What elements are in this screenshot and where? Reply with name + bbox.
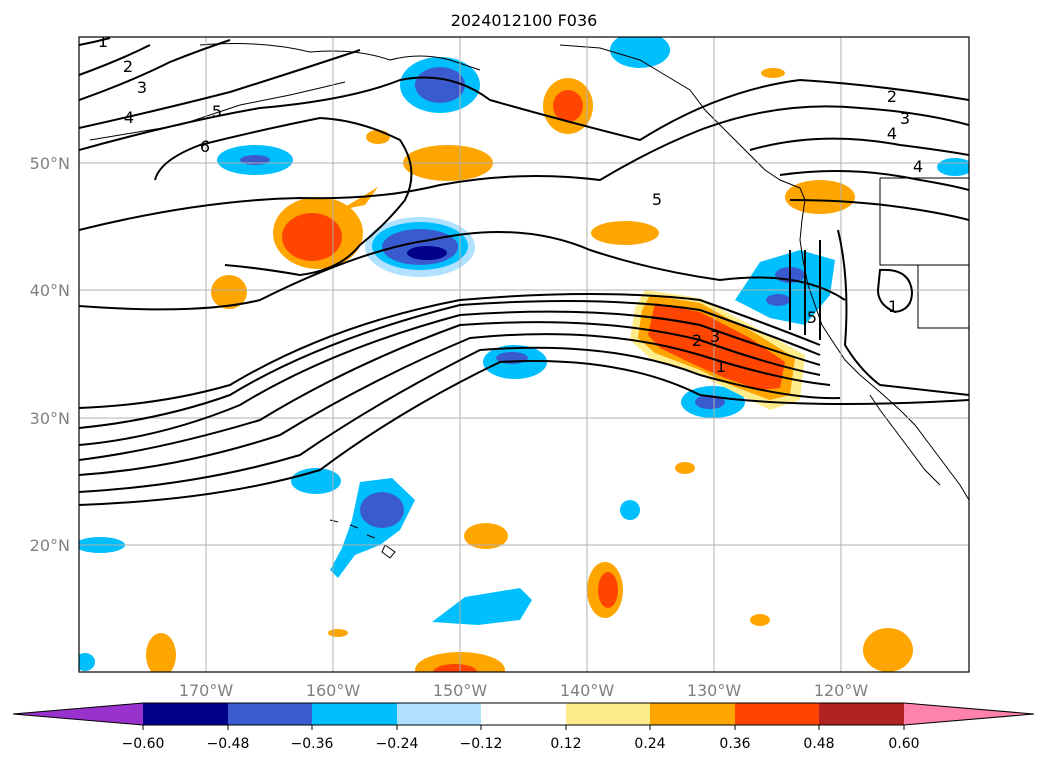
- lon-label: 130°W: [687, 681, 742, 700]
- lat-label: 20°N: [30, 536, 70, 555]
- contour-label: 5: [807, 308, 817, 327]
- contours: [79, 37, 969, 506]
- lat-labels: 50°N 40°N 30°N 20°N: [30, 154, 70, 555]
- contour-labels: 1 2 3 4 5 6 5 2 3 4 4 5 2 3 1 1: [98, 32, 923, 376]
- lon-label: 160°W: [306, 681, 361, 700]
- map-title: 2024012100 F036: [451, 11, 598, 30]
- colorbar-over-extension: [904, 703, 1034, 725]
- colorbar-tick-label: 0.36: [719, 736, 750, 752]
- map-frame: [78, 36, 970, 673]
- colorbar-tick-label: 0.60: [888, 736, 919, 752]
- contour-label: 4: [913, 157, 923, 176]
- contour-label: 3: [137, 78, 147, 97]
- colorbar-segment: [143, 703, 228, 725]
- contour-label: 4: [124, 108, 134, 127]
- map-area: 1 2 3 4 5 6 5 2 3 4 4 5 2 3 1 1: [79, 32, 969, 672]
- colorbar-segment: [397, 703, 481, 725]
- lon-label: 150°W: [433, 681, 488, 700]
- contour-label: 5: [652, 190, 662, 209]
- colorbar-tick-label: 0.48: [803, 736, 834, 752]
- na-west-coast: [799, 187, 969, 501]
- contour-label: 3: [710, 327, 720, 346]
- contour-label: 1: [98, 32, 108, 51]
- colorbar-segment: [735, 703, 819, 725]
- colorbar-tick-label: −0.48: [207, 736, 250, 752]
- us-borders: [879, 177, 969, 329]
- contour-label: 2: [692, 331, 702, 350]
- colorbar-under-extension: [13, 703, 143, 725]
- colorbar-tick-label: −0.12: [460, 736, 503, 752]
- contour-label: 2: [887, 87, 897, 106]
- lon-label: 170°W: [179, 681, 234, 700]
- contour-label: 6: [200, 137, 210, 156]
- pos-anomaly-23n-150w: [464, 523, 508, 549]
- pos-anomaly-wa-coast: [785, 180, 855, 214]
- colorbar-tick-label: −0.36: [291, 736, 334, 752]
- colorbar-tick-label: −0.24: [376, 736, 419, 752]
- aleutians: [89, 81, 346, 141]
- colorbar: −0.60 −0.48 −0.36 −0.24 −0.12 0.12 0.24 …: [12, 702, 1035, 752]
- lat-label: 50°N: [30, 154, 70, 173]
- contour-label: 1: [716, 357, 726, 376]
- colorbar-segment: [566, 703, 650, 725]
- colorbar-tick-label: −0.60: [122, 736, 165, 752]
- lat-label: 30°N: [30, 409, 70, 428]
- colorbar-segment: [650, 703, 735, 725]
- colorbar-tick-label: 0.24: [634, 736, 665, 752]
- neg-anomaly-oregon: [735, 250, 835, 325]
- coastlines: [89, 43, 969, 559]
- contour-label: 2: [123, 57, 133, 76]
- lon-label: 140°W: [560, 681, 615, 700]
- lon-labels: 170°W 160°W 150°W 140°W 130°W 120°W: [179, 681, 869, 700]
- neg-anomaly-15n-150w: [432, 588, 532, 625]
- contour-label: 4: [887, 124, 897, 143]
- contour-label: 1: [888, 297, 898, 316]
- baja: [869, 394, 941, 486]
- colorbar-tick-label: 0.12: [550, 736, 581, 752]
- colorbar-segment: [228, 703, 312, 725]
- contour-label: 5: [212, 102, 222, 121]
- colorbar-segment: [819, 703, 904, 725]
- hawaii-islands: [329, 519, 396, 559]
- neg-anomaly-bc-coast: [610, 37, 670, 68]
- lat-label: 40°N: [30, 281, 70, 300]
- colorbar-segment: [481, 703, 566, 725]
- alaska-coast: [199, 43, 801, 189]
- lon-label: 120°W: [814, 681, 869, 700]
- contour-label: 3: [900, 109, 910, 128]
- colorbar-segment: [312, 703, 397, 725]
